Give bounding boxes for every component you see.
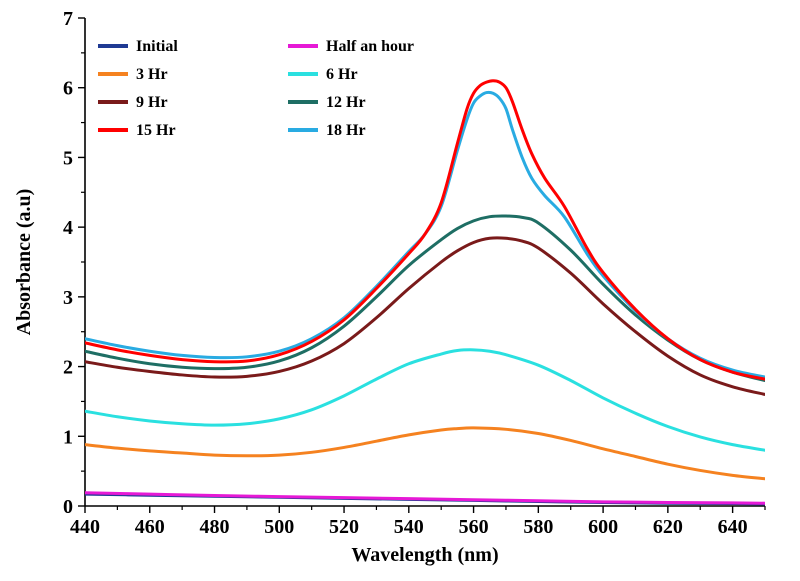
legend-label: 9 Hr xyxy=(136,94,168,111)
y-tick-label: 7 xyxy=(63,8,73,30)
legend-label: 12 Hr xyxy=(326,94,366,111)
x-tick-label: 620 xyxy=(653,516,683,538)
x-tick-label: 600 xyxy=(588,516,618,538)
x-tick-label: 580 xyxy=(523,516,553,538)
x-tick-label: 640 xyxy=(718,516,748,538)
x-tick-label: 560 xyxy=(459,516,489,538)
x-tick-label: 540 xyxy=(394,516,424,538)
legend-label: 15 Hr xyxy=(136,122,176,139)
x-tick-label: 520 xyxy=(329,516,359,538)
x-tick-label: 440 xyxy=(70,516,100,538)
legend-label: Initial xyxy=(136,38,178,55)
x-axis-title: Wavelength (nm) xyxy=(351,544,498,566)
y-tick-label: 0 xyxy=(63,496,73,518)
legend-label: 3 Hr xyxy=(136,66,168,83)
x-tick-label: 460 xyxy=(135,516,165,538)
legend-label: Half an hour xyxy=(326,38,414,55)
y-tick-label: 3 xyxy=(63,287,73,309)
legend-label: 6 Hr xyxy=(326,66,358,83)
y-tick-label: 5 xyxy=(63,147,73,169)
absorbance-spectrum-chart: 0 1 2 3 4 5 6 7 440 460 480 500 520 540 560 580 600 620 64… xyxy=(0,0,800,581)
y-tick-label: 1 xyxy=(63,426,73,448)
x-tick-label: 500 xyxy=(264,516,294,538)
y-tick-label: 2 xyxy=(63,357,73,379)
chart-svg: 0 1 2 3 4 5 6 7 440 460 480 500 520 540 560 580 600 620 64… xyxy=(0,0,800,581)
legend-label: 18 Hr xyxy=(326,122,366,139)
y-axis-title: Absorbance (a.u) xyxy=(13,189,35,336)
y-tick-label: 6 xyxy=(63,78,73,100)
x-tick-label: 480 xyxy=(200,516,230,538)
y-tick-label: 4 xyxy=(63,217,73,239)
